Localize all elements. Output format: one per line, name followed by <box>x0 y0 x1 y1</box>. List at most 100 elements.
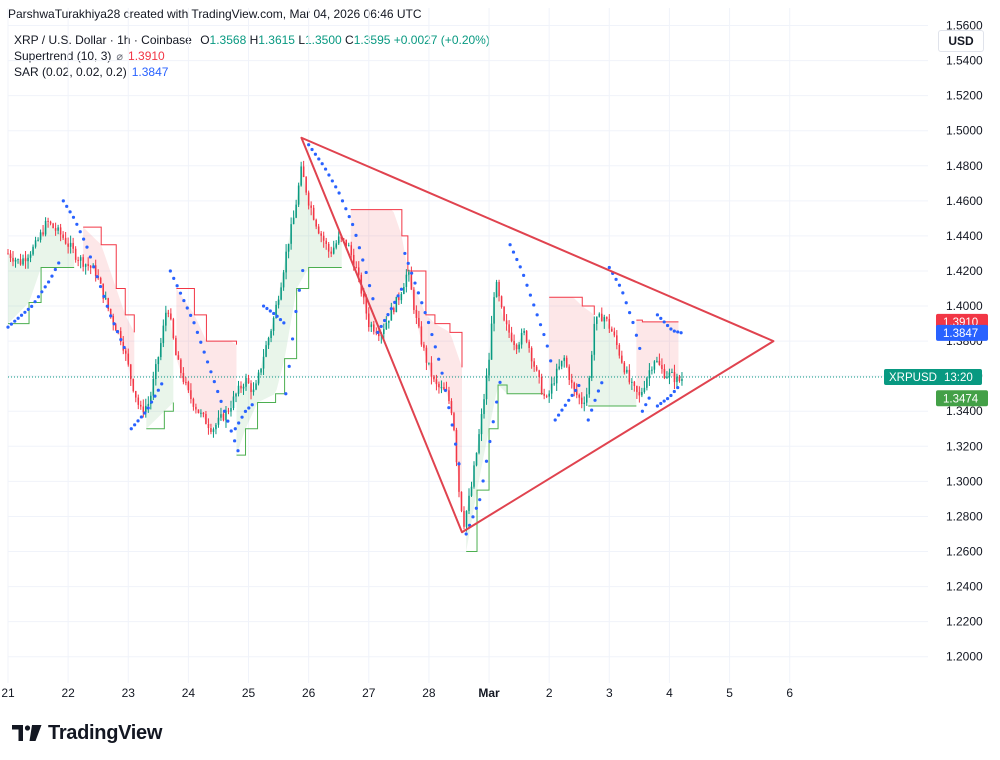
low-value: 1.3500 <box>305 33 342 47</box>
currency-label[interactable]: USD <box>938 30 984 52</box>
candle <box>540 373 543 395</box>
sar-dot <box>471 515 475 519</box>
candle-body <box>611 328 613 332</box>
candle-body <box>140 404 142 407</box>
sar-dot <box>426 320 431 325</box>
triangle-pattern[interactable] <box>300 136 775 534</box>
candle-body <box>200 412 202 414</box>
candle <box>395 296 398 313</box>
close-label: C <box>345 33 354 47</box>
sar-dot <box>634 333 638 337</box>
y-tick-label: 1.2000 <box>946 650 983 664</box>
candle-body <box>613 331 616 336</box>
sar-dot <box>199 340 203 344</box>
candle-body <box>448 390 450 402</box>
candle <box>408 269 410 282</box>
sar-dot <box>143 411 147 415</box>
candle <box>190 383 192 404</box>
candle-body <box>646 378 648 388</box>
sar-dot <box>495 400 499 404</box>
supertrend-label[interactable]: Supertrend (10, 3) <box>14 49 112 63</box>
candle-body <box>560 360 563 367</box>
sar-dot <box>672 329 676 333</box>
sar-dot <box>85 245 89 249</box>
candle <box>102 283 104 304</box>
candle <box>145 398 147 418</box>
symbol-label[interactable]: XRP / U.S. Dollar · 1h · Coinbase <box>14 33 192 47</box>
candle-body <box>235 393 237 397</box>
candle <box>305 176 307 196</box>
sar-dot <box>376 330 380 334</box>
candle <box>307 190 310 210</box>
candle-body <box>668 372 671 377</box>
sar-dot <box>669 327 673 331</box>
candle-body <box>555 368 558 384</box>
candle-body <box>27 257 29 262</box>
sar-dot <box>511 250 516 254</box>
candle-body <box>77 259 79 261</box>
candle-body <box>142 406 145 413</box>
candle <box>515 343 518 355</box>
sar-dot <box>549 359 553 363</box>
candle-body <box>413 289 415 310</box>
candle <box>603 314 606 329</box>
candle-body <box>135 391 137 398</box>
supertrend-down-line <box>83 226 135 333</box>
candle <box>643 380 646 394</box>
y-tick-label: 1.3400 <box>946 404 983 418</box>
candle <box>72 237 74 254</box>
candle-body <box>428 362 430 364</box>
candle-body <box>300 166 302 186</box>
candle-body <box>563 357 565 361</box>
symbol-price-tag <box>884 369 982 386</box>
candle-body <box>535 366 538 371</box>
candle <box>530 346 533 369</box>
sar-dot <box>229 429 233 433</box>
price-axis[interactable]: 1.5600 1.5400 1.5200 1.5000 1.4800 1.4600 1.44… <box>932 0 1000 700</box>
candle-body <box>513 340 515 345</box>
candle-body <box>104 298 107 300</box>
eye-slash-icon[interactable]: ⌀ <box>116 51 124 63</box>
candle-body <box>210 428 212 432</box>
candle <box>320 230 322 243</box>
legend-sar-row: SAR (0.02, 0.02, 0.2) 1.3847 <box>14 64 490 80</box>
price-tag <box>936 324 988 341</box>
sar-dot <box>644 403 648 407</box>
sar-dot <box>185 306 189 310</box>
candle-body <box>370 324 373 328</box>
sar-label[interactable]: SAR (0.02, 0.02, 0.2) <box>14 65 127 79</box>
candle <box>473 461 475 489</box>
y-tick-label: 1.4200 <box>946 264 983 278</box>
candle-body <box>388 320 390 323</box>
sar-dot <box>88 255 92 259</box>
x-tick-label: 28 <box>422 686 436 700</box>
x-tick-label: 22 <box>61 686 75 700</box>
sar-dot <box>538 323 543 327</box>
candle-body <box>515 344 518 350</box>
candle <box>137 394 140 410</box>
candle <box>593 316 596 361</box>
candle <box>84 263 87 275</box>
candle <box>330 246 332 258</box>
candle-body <box>503 307 505 321</box>
sar-dot <box>525 283 529 287</box>
candle-body <box>272 317 275 331</box>
tradingview-brand[interactable]: TradingView <box>12 720 162 746</box>
candle-body <box>302 166 305 178</box>
candle-body <box>598 313 601 317</box>
candle-body <box>64 237 67 244</box>
candle-body <box>192 398 195 407</box>
sar-dot <box>222 409 227 413</box>
candle-body <box>240 385 242 389</box>
candle-body <box>575 389 578 395</box>
y-tick-label: 1.5600 <box>946 19 983 33</box>
candle <box>255 379 257 391</box>
sar-dot <box>36 295 41 299</box>
time-axis[interactable]: 21 22 23 24 25 26 27 28 Mar 2 3 4 5 6 <box>1 686 793 700</box>
candle-body <box>410 272 413 290</box>
candle <box>79 255 82 269</box>
candle <box>490 315 493 360</box>
candle-body <box>217 417 220 425</box>
candle <box>232 390 235 411</box>
